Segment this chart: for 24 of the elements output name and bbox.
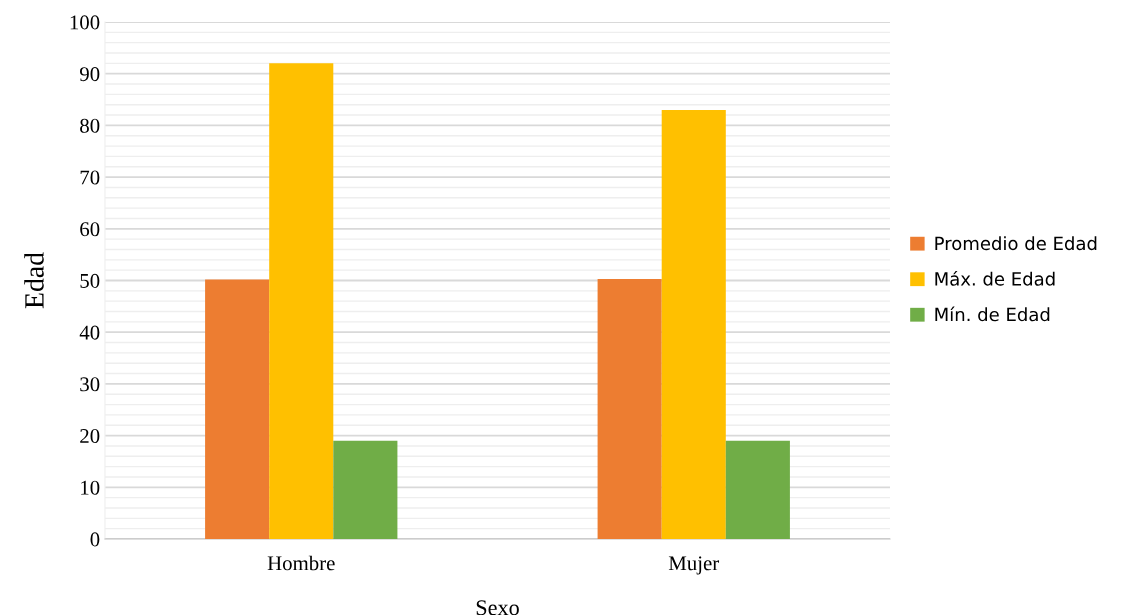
y-tick-label: 60 [80,222,100,237]
bar [661,109,726,539]
x-axis-title: Sexo [476,600,519,615]
y-tick-label: 30 [80,377,100,392]
x-tick-label: Hombre [267,555,335,571]
legend-label: Promedio de Edad [935,236,1097,251]
bar [725,440,790,539]
legend-label: Máx. de Edad [935,271,1055,286]
bar [269,63,334,539]
bar [333,440,398,539]
y-axis-title: Edad [24,252,44,309]
y-tick-label: 70 [80,170,100,185]
y-tick-label: 10 [81,480,100,495]
y-tick-label: 50 [80,273,100,288]
bar [597,278,662,539]
x-tick-label: Mujer [668,556,720,575]
bar [205,279,270,539]
y-tick-label: 0 [90,532,100,547]
y-tick-label: 80 [80,118,100,133]
legend-label: Mín. de Edad [935,306,1050,322]
y-tick-label: 40 [79,325,100,340]
y-tick-label: 90 [79,67,100,82]
y-tick-label: 20 [80,428,100,444]
y-tick-label: 100 [70,15,100,30]
